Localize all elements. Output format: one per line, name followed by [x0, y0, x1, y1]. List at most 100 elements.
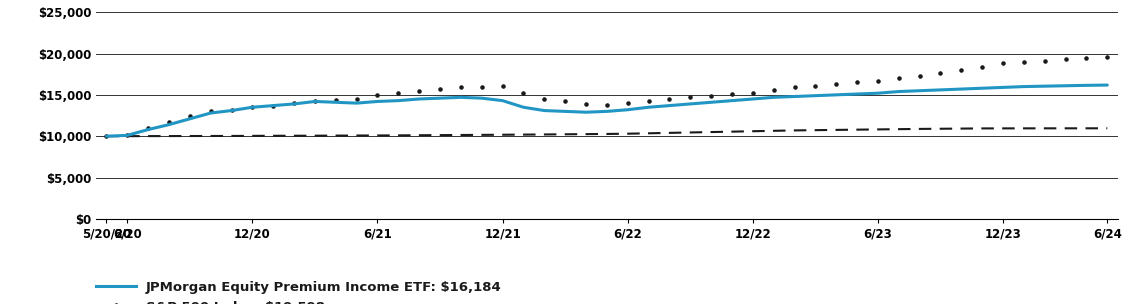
JPMorgan Equity Premium Income ETF: $16,184: (48, 1.62e+04): $16,184: (48, 1.62e+04) [1101, 83, 1114, 87]
S&P 500 Index: $19,598: (12, 1.45e+04): $19,598: (12, 1.45e+04) [350, 97, 364, 101]
JPMorgan Equity Premium Income ETF: $16,184: (10, 1.42e+04): $16,184: (10, 1.42e+04) [308, 100, 322, 103]
JPMorgan Equity Premium Income ETF: $16,184: (2, 1.08e+04): $16,184: (2, 1.08e+04) [141, 128, 155, 131]
S&P 500 Index: $19,598: (36, 1.65e+04): $19,598: (36, 1.65e+04) [850, 81, 864, 84]
JPMorgan Equity Premium Income ETF: $16,184: (34, 1.49e+04): $16,184: (34, 1.49e+04) [808, 94, 822, 98]
JPMorgan Equity Premium Income ETF: $16,184: (35, 1.5e+04): $16,184: (35, 1.5e+04) [830, 93, 843, 97]
S&P 500 Index: $19,598: (28, 1.47e+04): $19,598: (28, 1.47e+04) [683, 95, 697, 99]
JPMorgan Equity Premium Income ETF: $16,184: (26, 1.35e+04): $16,184: (26, 1.35e+04) [641, 105, 655, 109]
S&P 500 Index: $19,598: (45, 1.91e+04): $19,598: (45, 1.91e+04) [1038, 59, 1051, 63]
ICE BofA 3-Month US Treasury Bill Index: $10,954: (14, 1.01e+04): $10,954: (14, 1.01e+04) [392, 133, 405, 137]
ICE BofA 3-Month US Treasury Bill Index: $10,954: (42, 1.09e+04): $10,954: (42, 1.09e+04) [975, 126, 989, 130]
S&P 500 Index: $19,598: (11, 1.44e+04): $19,598: (11, 1.44e+04) [329, 98, 342, 102]
S&P 500 Index: $19,598: (16, 1.57e+04): $19,598: (16, 1.57e+04) [434, 87, 447, 91]
ICE BofA 3-Month US Treasury Bill Index: $10,954: (27, 1.04e+04): $10,954: (27, 1.04e+04) [663, 131, 676, 135]
S&P 500 Index: $19,598: (15, 1.55e+04): $19,598: (15, 1.55e+04) [412, 89, 426, 92]
ICE BofA 3-Month US Treasury Bill Index: $10,954: (36, 1.08e+04): $10,954: (36, 1.08e+04) [850, 128, 864, 132]
ICE BofA 3-Month US Treasury Bill Index: $10,954: (1, 1e+04): $10,954: (1, 1e+04) [121, 134, 134, 138]
ICE BofA 3-Month US Treasury Bill Index: $10,954: (16, 1.01e+04): $10,954: (16, 1.01e+04) [434, 133, 447, 137]
S&P 500 Index: $19,598: (31, 1.52e+04): $19,598: (31, 1.52e+04) [746, 92, 760, 95]
JPMorgan Equity Premium Income ETF: $16,184: (39, 1.55e+04): $16,184: (39, 1.55e+04) [913, 89, 927, 92]
ICE BofA 3-Month US Treasury Bill Index: $10,954: (37, 1.08e+04): $10,954: (37, 1.08e+04) [872, 128, 885, 131]
S&P 500 Index: $19,598: (24, 1.38e+04): $19,598: (24, 1.38e+04) [601, 103, 614, 107]
JPMorgan Equity Premium Income ETF: $16,184: (47, 1.62e+04): $16,184: (47, 1.62e+04) [1079, 84, 1093, 87]
JPMorgan Equity Premium Income ETF: $16,184: (38, 1.54e+04): $16,184: (38, 1.54e+04) [892, 90, 905, 93]
JPMorgan Equity Premium Income ETF: $16,184: (43, 1.59e+04): $16,184: (43, 1.59e+04) [996, 86, 1009, 89]
ICE BofA 3-Month US Treasury Bill Index: $10,954: (5, 1e+04): $10,954: (5, 1e+04) [204, 134, 218, 138]
S&P 500 Index: $19,598: (46, 1.93e+04): $19,598: (46, 1.93e+04) [1059, 57, 1073, 61]
ICE BofA 3-Month US Treasury Bill Index: $10,954: (17, 1.01e+04): $10,954: (17, 1.01e+04) [454, 133, 467, 137]
ICE BofA 3-Month US Treasury Bill Index: $10,954: (25, 1.03e+04): $10,954: (25, 1.03e+04) [621, 132, 634, 136]
S&P 500 Index: $19,598: (26, 1.42e+04): $19,598: (26, 1.42e+04) [641, 100, 655, 103]
ICE BofA 3-Month US Treasury Bill Index: $10,954: (43, 1.09e+04): $10,954: (43, 1.09e+04) [996, 126, 1009, 130]
S&P 500 Index: $19,598: (20, 1.52e+04): $19,598: (20, 1.52e+04) [517, 92, 531, 95]
S&P 500 Index: $19,598: (6, 1.32e+04): $19,598: (6, 1.32e+04) [225, 108, 238, 112]
S&P 500 Index: $19,598: (1, 1.02e+04): $19,598: (1, 1.02e+04) [121, 133, 134, 136]
ICE BofA 3-Month US Treasury Bill Index: $10,954: (47, 1.1e+04): $10,954: (47, 1.1e+04) [1079, 126, 1093, 130]
ICE BofA 3-Month US Treasury Bill Index: $10,954: (29, 1.05e+04): $10,954: (29, 1.05e+04) [704, 130, 718, 134]
S&P 500 Index: $19,598: (9, 1.4e+04): $19,598: (9, 1.4e+04) [287, 101, 300, 105]
S&P 500 Index: $19,598: (22, 1.42e+04): $19,598: (22, 1.42e+04) [559, 100, 572, 103]
ICE BofA 3-Month US Treasury Bill Index: $10,954: (18, 1.02e+04): $10,954: (18, 1.02e+04) [475, 133, 489, 137]
ICE BofA 3-Month US Treasury Bill Index: $10,954: (19, 1.02e+04): $10,954: (19, 1.02e+04) [496, 133, 509, 136]
JPMorgan Equity Premium Income ETF: $16,184: (41, 1.57e+04): $16,184: (41, 1.57e+04) [954, 87, 968, 91]
ICE BofA 3-Month US Treasury Bill Index: $10,954: (33, 1.07e+04): $10,954: (33, 1.07e+04) [788, 129, 802, 132]
JPMorgan Equity Premium Income ETF: $16,184: (37, 1.52e+04): $16,184: (37, 1.52e+04) [872, 92, 885, 95]
ICE BofA 3-Month US Treasury Bill Index: $10,954: (41, 1.09e+04): $10,954: (41, 1.09e+04) [954, 127, 968, 130]
JPMorgan Equity Premium Income ETF: $16,184: (20, 1.35e+04): $16,184: (20, 1.35e+04) [517, 105, 531, 109]
ICE BofA 3-Month US Treasury Bill Index: $10,954: (9, 1.01e+04): $10,954: (9, 1.01e+04) [287, 134, 300, 138]
S&P 500 Index: $19,598: (48, 1.96e+04): $19,598: (48, 1.96e+04) [1101, 55, 1114, 59]
ICE BofA 3-Month US Treasury Bill Index: $10,954: (46, 1.1e+04): $10,954: (46, 1.1e+04) [1059, 126, 1073, 130]
ICE BofA 3-Month US Treasury Bill Index: $10,954: (40, 1.09e+04): $10,954: (40, 1.09e+04) [934, 127, 947, 131]
ICE BofA 3-Month US Treasury Bill Index: $10,954: (45, 1.1e+04): $10,954: (45, 1.1e+04) [1038, 126, 1051, 130]
ICE BofA 3-Month US Treasury Bill Index: $10,954: (32, 1.06e+04): $10,954: (32, 1.06e+04) [767, 129, 780, 133]
S&P 500 Index: $19,598: (37, 1.67e+04): $19,598: (37, 1.67e+04) [872, 79, 885, 83]
ICE BofA 3-Month US Treasury Bill Index: $10,954: (2, 1e+04): $10,954: (2, 1e+04) [141, 134, 155, 138]
S&P 500 Index: $19,598: (0, 1e+04): $19,598: (0, 1e+04) [99, 134, 113, 138]
ICE BofA 3-Month US Treasury Bill Index: $10,954: (15, 1.01e+04): $10,954: (15, 1.01e+04) [412, 133, 426, 137]
S&P 500 Index: $19,598: (19, 1.61e+04): $19,598: (19, 1.61e+04) [496, 84, 509, 88]
JPMorgan Equity Premium Income ETF: $16,184: (24, 1.3e+04): $16,184: (24, 1.3e+04) [601, 109, 614, 113]
ICE BofA 3-Month US Treasury Bill Index: $10,954: (10, 1.01e+04): $10,954: (10, 1.01e+04) [308, 134, 322, 137]
JPMorgan Equity Premium Income ETF: $16,184: (14, 1.43e+04): $16,184: (14, 1.43e+04) [392, 99, 405, 102]
S&P 500 Index: $19,598: (44, 1.9e+04): $19,598: (44, 1.9e+04) [1017, 60, 1031, 64]
ICE BofA 3-Month US Treasury Bill Index: $10,954: (30, 1.06e+04): $10,954: (30, 1.06e+04) [725, 130, 738, 133]
JPMorgan Equity Premium Income ETF: $16,184: (8, 1.37e+04): $16,184: (8, 1.37e+04) [266, 104, 280, 107]
S&P 500 Index: $19,598: (5, 1.3e+04): $19,598: (5, 1.3e+04) [204, 109, 218, 113]
JPMorgan Equity Premium Income ETF: $16,184: (6, 1.31e+04): $16,184: (6, 1.31e+04) [225, 109, 238, 112]
S&P 500 Index: $19,598: (33, 1.59e+04): $19,598: (33, 1.59e+04) [788, 86, 802, 89]
S&P 500 Index: $19,598: (8, 1.37e+04): $19,598: (8, 1.37e+04) [266, 104, 280, 107]
JPMorgan Equity Premium Income ETF: $16,184: (11, 1.41e+04): $16,184: (11, 1.41e+04) [329, 100, 342, 104]
S&P 500 Index: $19,598: (38, 1.7e+04): $19,598: (38, 1.7e+04) [892, 77, 905, 80]
JPMorgan Equity Premium Income ETF: $16,184: (13, 1.42e+04): $16,184: (13, 1.42e+04) [370, 100, 384, 103]
JPMorgan Equity Premium Income ETF: $16,184: (31, 1.45e+04): $16,184: (31, 1.45e+04) [746, 97, 760, 101]
JPMorgan Equity Premium Income ETF: $16,184: (27, 1.37e+04): $16,184: (27, 1.37e+04) [663, 104, 676, 107]
JPMorgan Equity Premium Income ETF: $16,184: (7, 1.35e+04): $16,184: (7, 1.35e+04) [246, 105, 260, 109]
JPMorgan Equity Premium Income ETF: $16,184: (9, 1.39e+04): $16,184: (9, 1.39e+04) [287, 102, 300, 106]
S&P 500 Index: $19,598: (35, 1.63e+04): $19,598: (35, 1.63e+04) [830, 82, 843, 86]
JPMorgan Equity Premium Income ETF: $16,184: (28, 1.39e+04): $16,184: (28, 1.39e+04) [683, 102, 697, 106]
ICE BofA 3-Month US Treasury Bill Index: $10,954: (26, 1.04e+04): $10,954: (26, 1.04e+04) [641, 131, 655, 135]
JPMorgan Equity Premium Income ETF: $16,184: (40, 1.56e+04): $16,184: (40, 1.56e+04) [934, 88, 947, 92]
ICE BofA 3-Month US Treasury Bill Index: $10,954: (21, 1.02e+04): $10,954: (21, 1.02e+04) [537, 133, 551, 136]
ICE BofA 3-Month US Treasury Bill Index: $10,954: (12, 1.01e+04): $10,954: (12, 1.01e+04) [350, 134, 364, 137]
S&P 500 Index: $19,598: (27, 1.45e+04): $19,598: (27, 1.45e+04) [663, 97, 676, 101]
JPMorgan Equity Premium Income ETF: $16,184: (45, 1.6e+04): $16,184: (45, 1.6e+04) [1038, 84, 1051, 88]
ICE BofA 3-Month US Treasury Bill Index: $10,954: (48, 1.1e+04): $10,954: (48, 1.1e+04) [1101, 126, 1114, 130]
JPMorgan Equity Premium Income ETF: $16,184: (44, 1.6e+04): $16,184: (44, 1.6e+04) [1017, 85, 1031, 88]
JPMorgan Equity Premium Income ETF: $16,184: (25, 1.32e+04): $16,184: (25, 1.32e+04) [621, 108, 634, 112]
Legend: JPMorgan Equity Premium Income ETF: $16,184, S&P 500 Index: $19,598, ICE BofA 3-: JPMorgan Equity Premium Income ETF: $16,… [96, 281, 516, 304]
JPMorgan Equity Premium Income ETF: $16,184: (23, 1.29e+04): $16,184: (23, 1.29e+04) [579, 110, 593, 114]
Line: ICE BofA 3-Month US Treasury Bill Index: $10,954: ICE BofA 3-Month US Treasury Bill Index:… [106, 128, 1108, 136]
S&P 500 Index: $19,598: (34, 1.61e+04): $19,598: (34, 1.61e+04) [808, 84, 822, 88]
S&P 500 Index: $19,598: (42, 1.84e+04): $19,598: (42, 1.84e+04) [975, 65, 989, 69]
ICE BofA 3-Month US Treasury Bill Index: $10,954: (34, 1.07e+04): $10,954: (34, 1.07e+04) [808, 128, 822, 132]
ICE BofA 3-Month US Treasury Bill Index: $10,954: (20, 1.02e+04): $10,954: (20, 1.02e+04) [517, 133, 531, 136]
ICE BofA 3-Month US Treasury Bill Index: $10,954: (38, 1.08e+04): $10,954: (38, 1.08e+04) [892, 127, 905, 131]
ICE BofA 3-Month US Treasury Bill Index: $10,954: (31, 1.06e+04): $10,954: (31, 1.06e+04) [746, 130, 760, 133]
S&P 500 Index: $19,598: (23, 1.39e+04): $19,598: (23, 1.39e+04) [579, 102, 593, 106]
ICE BofA 3-Month US Treasury Bill Index: $10,954: (11, 1.01e+04): $10,954: (11, 1.01e+04) [329, 134, 342, 137]
JPMorgan Equity Premium Income ETF: $16,184: (33, 1.48e+04): $16,184: (33, 1.48e+04) [788, 95, 802, 98]
JPMorgan Equity Premium Income ETF: $16,184: (42, 1.58e+04): $16,184: (42, 1.58e+04) [975, 86, 989, 90]
S&P 500 Index: $19,598: (13, 1.5e+04): $19,598: (13, 1.5e+04) [370, 93, 384, 97]
JPMorgan Equity Premium Income ETF: $16,184: (29, 1.41e+04): $16,184: (29, 1.41e+04) [704, 100, 718, 104]
